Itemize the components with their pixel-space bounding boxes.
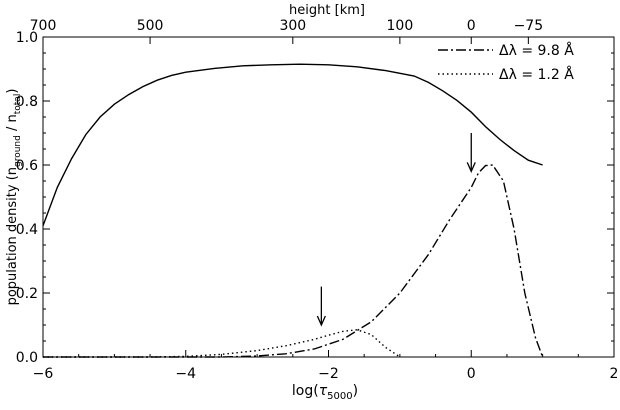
legend-label: Δλ = 9.8 Å [499, 42, 574, 59]
y-axis-label-sub-total: total [13, 94, 23, 115]
y-tick-label: 1.0 [16, 30, 38, 46]
top-tick-label: 100 [387, 18, 414, 34]
top-axis-label: height [km] [289, 3, 365, 18]
y-axis-label: population density (nground / ntotal) [5, 89, 23, 306]
annotations-layer [316, 133, 476, 327]
x-tick-label: −6 [33, 366, 54, 382]
y-tick-label: 0.4 [16, 222, 38, 238]
y-tick-label: 0.6 [16, 158, 38, 174]
series-line-dotted [43, 329, 401, 358]
y-tick-label: 0.8 [16, 94, 38, 110]
arrow-head [466, 162, 476, 174]
top-tick-label: −75 [514, 18, 544, 34]
series-line-dashdot [43, 164, 544, 358]
x-axis-label: log(τ5000) [292, 383, 358, 402]
x-tick-label: −4 [175, 366, 196, 382]
y-axis-label-sub-ground: ground [13, 135, 23, 167]
y-tick-label: 0.2 [16, 286, 38, 302]
y-tick-label: 0.0 [16, 350, 38, 366]
top-tick-label: 500 [137, 18, 164, 34]
y-axis-label-main: population density (n [5, 167, 20, 305]
y-axis-label-mid: / n [5, 114, 20, 135]
arrow-head [316, 315, 326, 327]
legend: Δλ = 9.8 Å Δλ = 1.2 Å [438, 42, 574, 83]
x-axis-label-subscript: 5000 [327, 391, 352, 402]
top-tick-label: 300 [279, 18, 306, 34]
x-tick-label: 2 [610, 366, 619, 382]
y-axis-label-close: ) [5, 89, 20, 94]
top-tick-label: 0 [467, 18, 476, 34]
curves-layer [42, 63, 544, 358]
x-tick-label: −2 [318, 366, 339, 382]
x-tick-label: 0 [467, 366, 476, 382]
x-axis-label-main: log( [292, 383, 319, 399]
x-axis-label-close: ) [353, 383, 358, 399]
top-tick-label: 700 [30, 18, 57, 34]
legend-label: Δλ = 1.2 Å [499, 66, 574, 83]
series-line-solid [42, 63, 543, 227]
x-axis-label-tau: τ [319, 383, 328, 399]
